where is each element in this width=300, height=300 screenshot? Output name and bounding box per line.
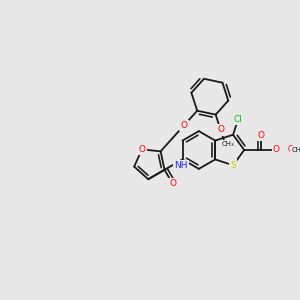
Text: O: O (217, 125, 224, 134)
Text: NH: NH (174, 161, 188, 170)
Text: O: O (181, 121, 188, 130)
Text: CH₃: CH₃ (291, 147, 300, 153)
Text: S: S (230, 161, 236, 170)
Text: O: O (169, 179, 176, 188)
Text: O: O (258, 131, 265, 140)
Text: Cl: Cl (234, 115, 242, 124)
Text: O: O (138, 145, 146, 154)
Text: CH₃: CH₃ (222, 141, 234, 147)
Text: O: O (273, 146, 280, 154)
Text: O: O (288, 146, 294, 154)
